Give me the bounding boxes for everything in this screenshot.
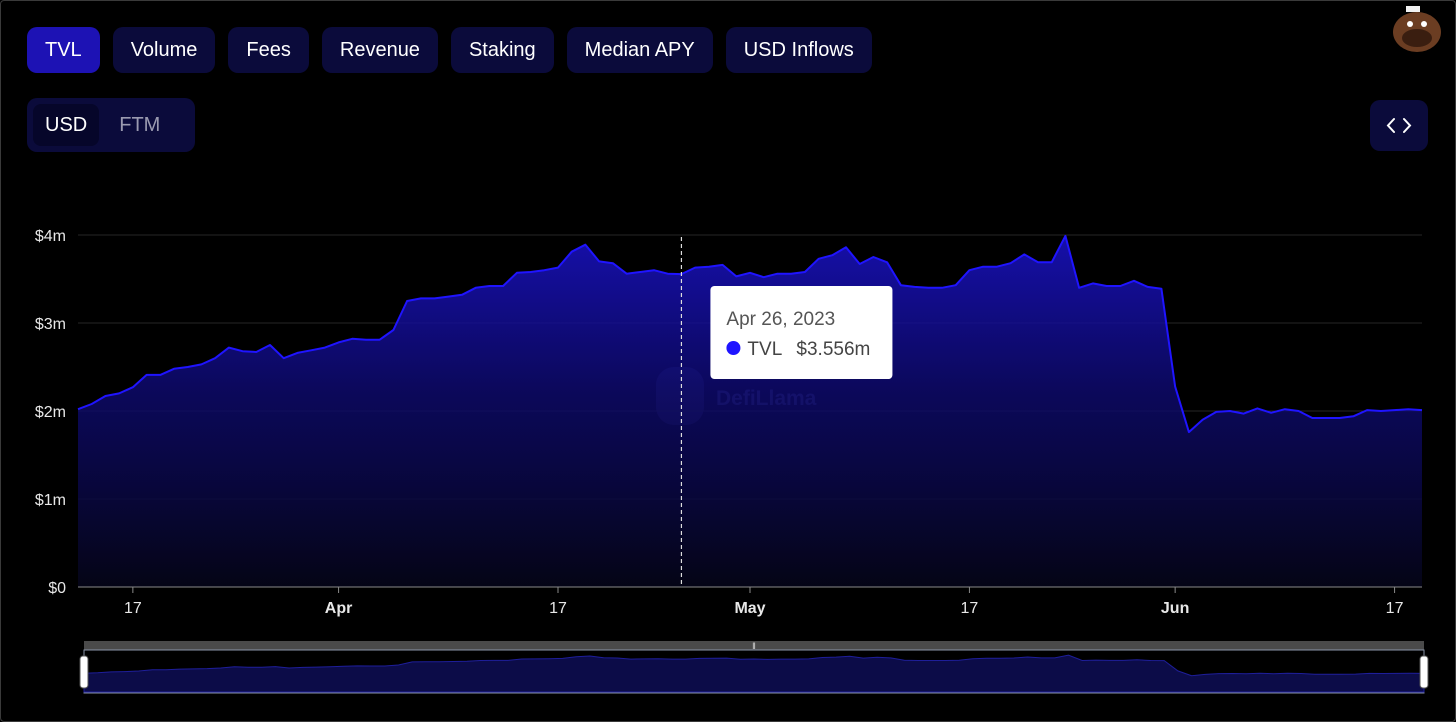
mini-area <box>83 654 1425 693</box>
tab-button[interactable]: USD Inflows <box>725 27 872 73</box>
unit-button[interactable]: FTM <box>119 113 161 136</box>
x-tick-label: May <box>734 600 765 617</box>
tab-button[interactable]: Median APY <box>566 27 713 73</box>
tab-button[interactable]: Fees <box>228 27 309 73</box>
tooltip-value: $3.556m <box>796 339 870 360</box>
slider-handle <box>79 655 89 689</box>
tooltip-dot <box>726 341 741 355</box>
x-tick-label: Jun <box>1161 600 1189 617</box>
x-tick-label: Apr <box>325 600 353 617</box>
tab-bar: TVL Volume Fees Revenue Staking Median APY USD… <box>27 27 872 73</box>
x-tick-label: 17 <box>961 600 979 617</box>
x-tick-label: 17 <box>549 600 567 617</box>
x-tick-label: 17 <box>1386 600 1404 617</box>
area <box>78 235 1422 587</box>
tooltip-series: TVL <box>747 339 782 360</box>
tab-button[interactable]: Revenue <box>321 27 438 73</box>
x-tick-label: 17 <box>124 600 142 617</box>
unit-button[interactable]: USD <box>33 104 100 146</box>
y-tick-label: $2m <box>35 404 66 421</box>
slider-bar <box>84 641 1424 650</box>
slider-handle <box>1419 655 1429 689</box>
unit-toggle: USD FTM <box>27 98 195 152</box>
line <box>77 234 1423 434</box>
y-tick-label: $1m <box>35 492 66 509</box>
y-tick-label: $3m <box>35 316 66 333</box>
slider-grip: ‖ <box>752 641 756 651</box>
embed-button[interactable] <box>1370 100 1428 151</box>
embed-icon <box>1386 118 1412 133</box>
tab-button[interactable]: TVL <box>27 27 100 73</box>
tab-button[interactable]: Staking <box>450 27 554 73</box>
mascot <box>1393 6 1441 52</box>
tab-button[interactable]: Volume <box>112 27 216 73</box>
y-tick-label: $4m <box>35 228 66 245</box>
tooltip <box>710 286 893 379</box>
tooltip-date: Apr 26, 2023 <box>726 309 835 330</box>
y-tick-label: $0 <box>48 580 66 597</box>
